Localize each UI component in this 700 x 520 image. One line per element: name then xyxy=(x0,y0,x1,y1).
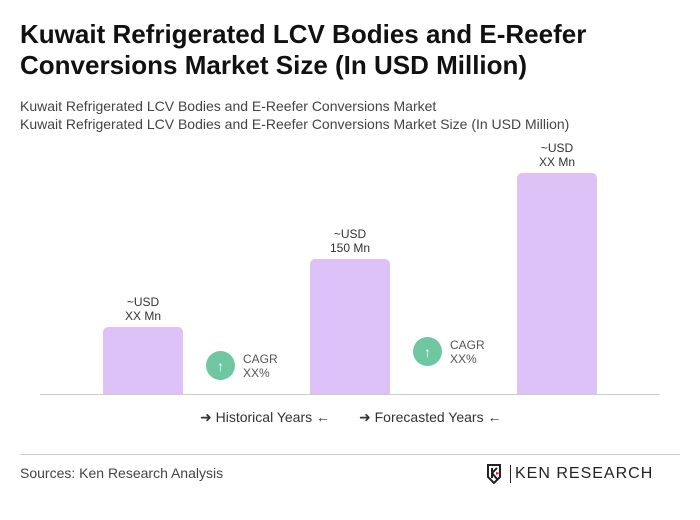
divider xyxy=(20,454,680,455)
legend-label: Historical Years xyxy=(215,409,313,425)
bar-data-label-line: 150 Mn xyxy=(329,241,371,255)
arrow-left-icon: ← xyxy=(316,409,331,425)
bar-data-label-line: ~USD xyxy=(333,227,367,241)
bar-data-label: ~USD XX Mn xyxy=(497,141,617,169)
ken-research-logo: KEN RESEARCH xyxy=(486,464,653,484)
legend-forecasted: ➜ Forecasted Years ← xyxy=(359,409,501,426)
cagr-label: CAGR xyxy=(243,351,278,366)
arrow-left-icon: ← xyxy=(487,409,502,425)
cagr-label: CAGR xyxy=(450,337,485,352)
x-axis xyxy=(40,394,660,395)
arrow-right-icon: ➜ xyxy=(359,409,371,425)
bar xyxy=(517,172,597,394)
legend-historical: ➜ Historical Years ← xyxy=(200,409,330,426)
cagr-value: XX% xyxy=(450,351,477,366)
bar-data-label: ~USD XX Mn xyxy=(83,295,203,323)
cagr-value: XX% xyxy=(243,365,270,380)
bar-data-label-line: ~USD xyxy=(126,294,160,309)
bar-data-label-line: ~USD xyxy=(540,140,574,155)
legend-label: Forecasted Years xyxy=(374,409,484,425)
bar-data-label: ~USD 150 Mn xyxy=(290,227,410,255)
cagr-badge: ↑ CAGR XX% xyxy=(413,337,485,366)
arrow-up-icon: ↑ xyxy=(206,351,235,380)
bar-data-label-line: XX Mn xyxy=(124,308,161,323)
cagr-badge: ↑ CAGR XX% xyxy=(206,351,278,380)
bar xyxy=(310,259,390,394)
arrow-up-icon: ↑ xyxy=(413,337,442,366)
chart-title: Kuwait Refrigerated LCV Bodies and E-Ree… xyxy=(20,19,587,80)
subtitle-2: Kuwait Refrigerated LCV Bodies and E-Ree… xyxy=(20,116,570,132)
subtitle: Kuwait Refrigerated LCV Bodies and E-Ree… xyxy=(20,98,437,114)
bar-data-label-line: XX Mn xyxy=(538,154,575,169)
bar xyxy=(103,326,183,394)
arrow-right-icon: ➜ xyxy=(200,409,212,425)
logo-text: KEN RESEARCH xyxy=(510,465,653,483)
logo-icon xyxy=(487,464,501,484)
source-text: Sources: Ken Research Analysis xyxy=(20,465,224,481)
